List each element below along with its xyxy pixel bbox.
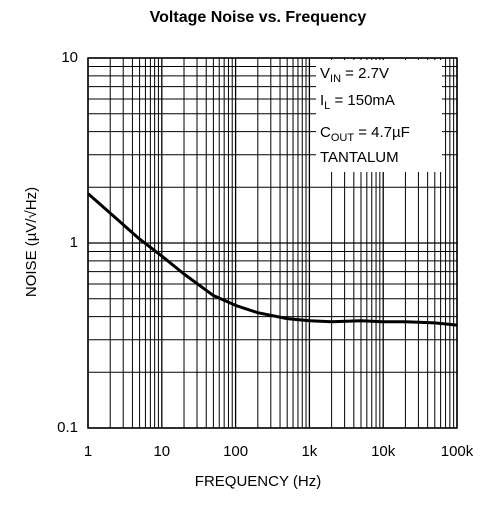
annotation-line: COUT = 4.7µF — [320, 124, 410, 144]
y-tick-label: 0.1 — [57, 419, 78, 436]
annotation-box — [316, 60, 442, 172]
x-tick-label: 10k — [371, 443, 396, 460]
x-axis-label: FREQUENCY (Hz) — [195, 473, 321, 490]
annotation-line: VIN = 2.7V — [320, 65, 389, 85]
x-tick-label: 1 — [84, 443, 92, 460]
x-tick-label: 1k — [301, 443, 317, 460]
y-tick-label: 10 — [61, 49, 78, 66]
x-tick-label: 100k — [441, 443, 474, 460]
noise-line — [87, 192, 458, 327]
x-tick-label: 10 — [153, 443, 170, 460]
plot-frame — [87, 57, 458, 429]
annotation-line: IL = 150mA — [320, 92, 395, 112]
y-axis-label: NOISE (µV/√Hz) — [23, 187, 40, 297]
y-tick-label: 1 — [70, 234, 78, 251]
x-tick-label: 100 — [223, 443, 248, 460]
annotation-line: TANTALUM — [320, 149, 399, 166]
chart-title: Voltage Noise vs. Frequency — [150, 9, 367, 26]
